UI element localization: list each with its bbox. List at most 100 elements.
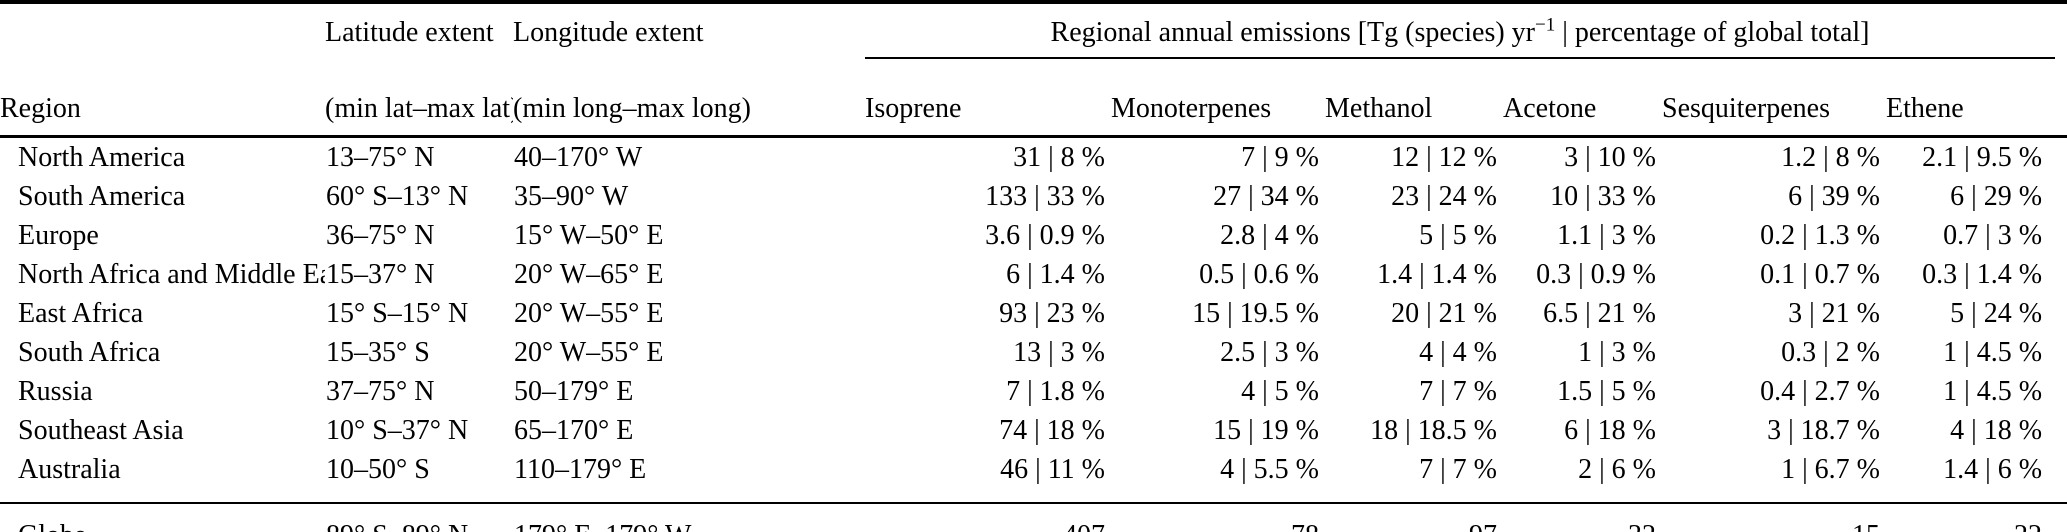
latitude-cell: 10° S–37° N: [326, 415, 469, 446]
methanol-cell: 1.4 | 1.4 %: [1377, 259, 1497, 290]
isoprene-cell: 74 | 18 %: [999, 415, 1105, 446]
latitude-cell: 13–75° N: [326, 142, 435, 173]
latitude-range-header: (min lat–max lat): [325, 67, 513, 138]
methanol-cell: 5 | 5 %: [1419, 220, 1497, 251]
monoterpenes-column-header: Monoterpenes: [1111, 67, 1325, 138]
longitude-cell: 110–179° E: [514, 454, 647, 485]
longitude-cell: 50–179° E: [514, 376, 634, 407]
emissions-title-suffix: | percentage of global total]: [1555, 17, 1870, 48]
emissions-title-prefix: Regional annual emissions [Tg (species) …: [1050, 17, 1535, 48]
globe-row: Globe 89° S–89° N 179° E–179° W 407 78 9…: [0, 502, 2067, 532]
region-cell: South Africa: [18, 337, 161, 368]
latitude-cell: 10–50° S: [326, 454, 430, 485]
methanol-cell: 12 | 12 %: [1391, 142, 1497, 173]
table-row: North America 13–75° N 40–170° W 31 | 8 % 7 …: [0, 137, 2067, 178]
longitude-cell: 20° W–55° E: [514, 298, 664, 329]
ethene-cell: 5 | 24 %: [1950, 298, 2043, 329]
longitude-cell: 65–170° E: [514, 415, 634, 446]
methanol-cell: 20 | 21 %: [1391, 298, 1497, 329]
sesquiterpenes-cell: 15: [1662, 502, 1886, 532]
region-cell: East Africa: [18, 298, 144, 329]
isoprene-cell: 46 | 11 %: [1000, 454, 1105, 485]
monoterpenes-cell: 4 | 5 %: [1241, 376, 1319, 407]
methanol-column-header: Methanol: [1325, 67, 1503, 138]
methanol-cell: 7 | 7 %: [1419, 376, 1497, 407]
sesquiterpenes-cell: 0.2 | 1.3 %: [1760, 220, 1880, 251]
acetone-cell: 1.5 | 5 %: [1557, 376, 1656, 407]
methanol-cell: 7 | 7 %: [1419, 454, 1497, 485]
globe-section: Globe 89° S–89° N 179° E–179° W 407 78 9…: [0, 502, 2067, 532]
ethene-cell: 1 | 4.5 %: [1943, 337, 2043, 368]
sesquiterpenes-cell: 0.1 | 0.7 %: [1760, 259, 1880, 290]
isoprene-column-header: Isoprene: [865, 67, 1111, 138]
ethene-cell: 6 | 29 %: [1950, 181, 2043, 212]
table-row: South America 60° S–13° N 35–90° W 133 | 33…: [0, 177, 2067, 216]
ethene-cell: 1 | 4.5 %: [1943, 376, 2043, 407]
header-row-1: Latitude extent Longitude extent Regiona…: [0, 2, 2067, 67]
isoprene-cell: 407: [865, 502, 1111, 532]
isoprene-cell: 133 | 33 %: [985, 181, 1105, 212]
sesquiterpenes-column-header: Sesquiterpenes: [1662, 67, 1886, 138]
latitude-cell: 37–75° N: [326, 376, 435, 407]
latitude-cell: 15–37° N: [326, 259, 435, 290]
ethene-cell: 22: [1886, 502, 2067, 532]
region-cell: North Africa and Middle East: [18, 259, 325, 290]
isoprene-cell: 13 | 3 %: [1013, 337, 1105, 368]
latitude-extent-header: Latitude extent: [325, 17, 494, 48]
ethene-cell: 1.4 | 6 %: [1943, 454, 2043, 485]
longitude-cell: 20° W–55° E: [514, 337, 664, 368]
table-row: East Africa 15° S–15° N 20° W–55° E 93 | 23…: [0, 294, 2067, 333]
monoterpenes-cell: 2.8 | 4 %: [1220, 220, 1319, 251]
acetone-cell: 6.5 | 21 %: [1543, 298, 1656, 329]
isoprene-cell: 93 | 23 %: [999, 298, 1105, 329]
methanol-cell: 18 | 18.5 %: [1370, 415, 1497, 446]
methanol-cell: 4 | 4 %: [1419, 337, 1497, 368]
isoprene-cell: 7 | 1.8 %: [1006, 376, 1105, 407]
table-row: Europe 36–75° N 15° W–50° E 3.6 | 0.9 % 2.8 …: [0, 216, 2067, 255]
acetone-cell: 0.3 | 0.9 %: [1536, 259, 1656, 290]
longitude-cell: 35–90° W: [514, 181, 629, 212]
monoterpenes-cell: 7 | 9 %: [1241, 142, 1319, 173]
monoterpenes-cell: 78: [1111, 502, 1325, 532]
sesquiterpenes-cell: 0.4 | 2.7 %: [1760, 376, 1880, 407]
monoterpenes-cell: 4 | 5.5 %: [1220, 454, 1319, 485]
longitude-cell: 20° W–65° E: [514, 259, 664, 290]
table-row: Australia 10–50° S 110–179° E 46 | 11 % 4 | …: [0, 450, 2067, 503]
latitude-cell: 36–75° N: [326, 220, 435, 251]
emissions-group-title: Regional annual emissions [Tg (species) …: [865, 14, 2056, 59]
region-cell: South America: [18, 181, 186, 212]
sesquiterpenes-cell: 1 | 6.7 %: [1781, 454, 1880, 485]
table-row: South Africa 15–35° S 20° W–55° E 13 | 3 % 2…: [0, 333, 2067, 372]
latitude-cell: 15–35° S: [326, 337, 430, 368]
monoterpenes-cell: 2.5 | 3 %: [1220, 337, 1319, 368]
monoterpenes-cell: 27 | 34 %: [1213, 181, 1319, 212]
sesquiterpenes-cell: 1.2 | 8 %: [1781, 142, 1880, 173]
region-cell: North America: [18, 142, 186, 173]
region-cell: Globe: [0, 502, 325, 532]
acetone-cell: 10 | 33 %: [1550, 181, 1656, 212]
monoterpenes-cell: 15 | 19 %: [1213, 415, 1319, 446]
table-header: Latitude extent Longitude extent Regiona…: [0, 2, 2067, 138]
monoterpenes-cell: 15 | 19.5 %: [1192, 298, 1319, 329]
acetone-cell: 3 | 10 %: [1564, 142, 1656, 173]
table-row: North Africa and Middle East 15–37° N 20° …: [0, 255, 2067, 294]
methanol-cell: 97: [1325, 502, 1503, 532]
methanol-cell: 23 | 24 %: [1391, 181, 1497, 212]
ethene-cell: 2.1 | 9.5 %: [1922, 142, 2043, 173]
ethene-cell: 0.3 | 1.4 %: [1922, 259, 2043, 290]
region-cell: Southeast Asia: [18, 415, 184, 446]
table-row: Russia 37–75° N 50–179° E 7 | 1.8 % 4 | 5 % 7…: [0, 372, 2067, 411]
table-row: Southeast Asia 10° S–37° N 65–170° E 74 | 1…: [0, 411, 2067, 450]
longitude-cell: 15° W–50° E: [514, 220, 664, 251]
acetone-cell: 6 | 18 %: [1564, 415, 1656, 446]
isoprene-cell: 6 | 1.4 %: [1006, 259, 1105, 290]
latitude-cell: 60° S–13° N: [326, 181, 469, 212]
region-cell: Russia: [18, 376, 93, 407]
region-column-header: Region: [0, 67, 325, 138]
sesquiterpenes-cell: 3 | 18.7 %: [1767, 415, 1880, 446]
monoterpenes-cell: 0.5 | 0.6 %: [1199, 259, 1319, 290]
longitude-cell: 179° E–179° W: [513, 502, 865, 532]
sesquiterpenes-cell: 6 | 39 %: [1788, 181, 1880, 212]
